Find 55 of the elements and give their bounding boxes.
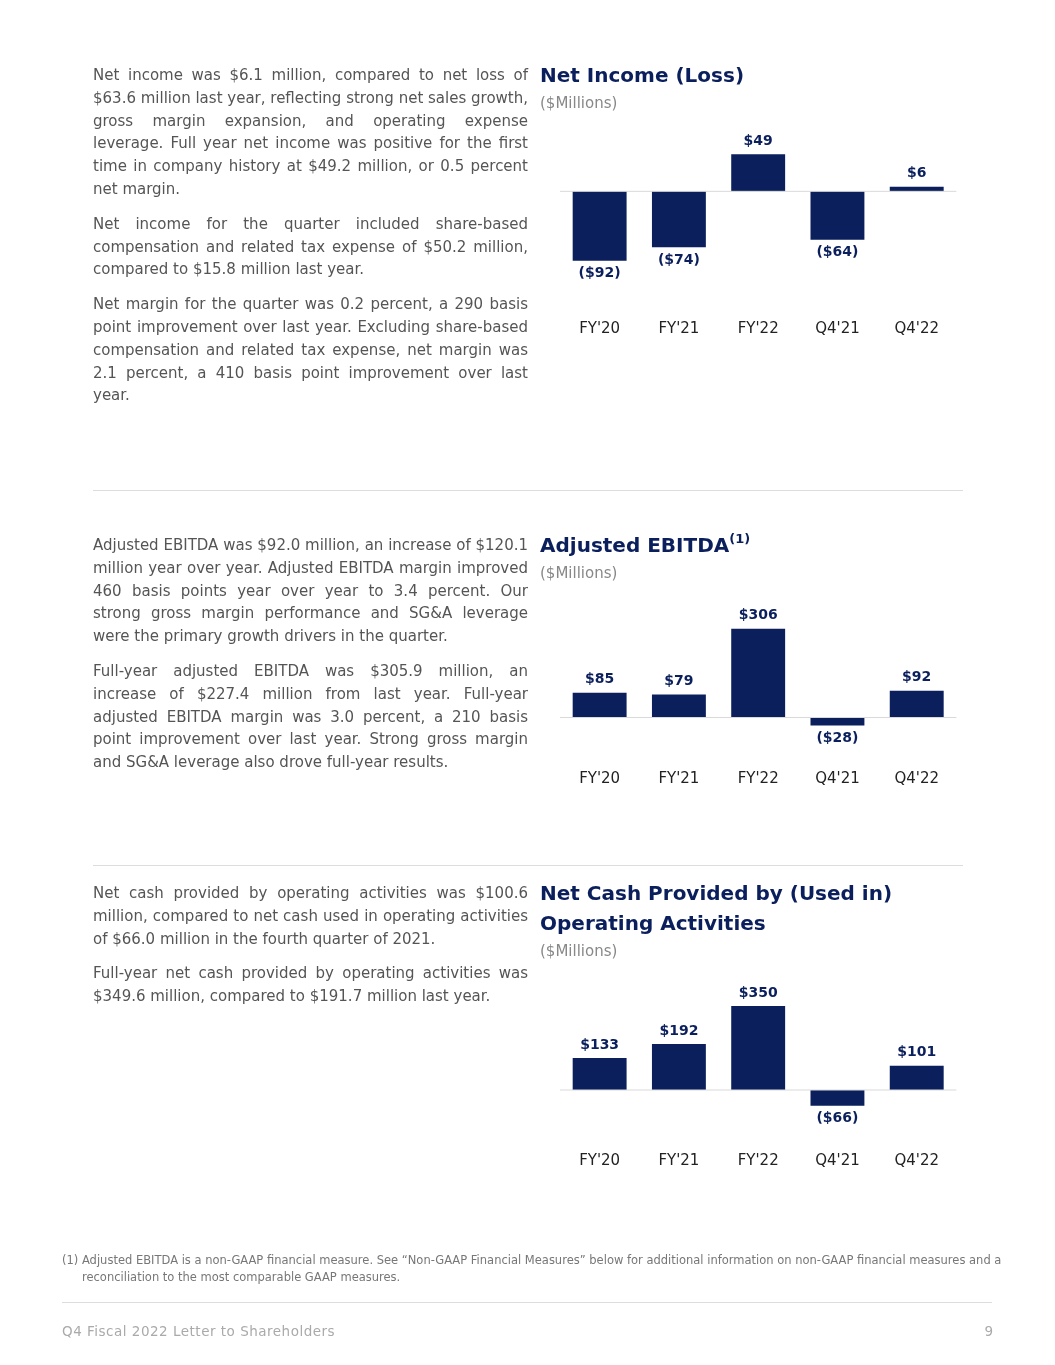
text: Net cash provided by operating activities was $100.6 million, compared to net cash used in operating activities of $66.0 million in the fourth quarter of 2021. [93,883,528,950]
bar [651,1043,706,1090]
data-label: ($64) [816,243,859,260]
bar [810,717,865,726]
chart-title: Net Cash Provided by (Used in) Operating Activities [540,881,893,935]
x-tick-label: FY'21 [658,318,700,337]
data-label: ($28) [816,729,859,746]
data-label: $306 [738,606,778,623]
chart-subtitle: ($Millions) [540,94,618,112]
bar [572,692,627,718]
x-tick-label: FY'20 [579,768,621,787]
x-tick-label: FY'21 [658,768,700,787]
text: Net margin for the quarter was 0.2 percent, a 290 basis point improvement over last year. Excluding share-based compensation and related tax expense, net margin was 2.1 percent, a 410 basis point improvement over last year. [93,294,528,407]
x-tick-label: FY'22 [737,1150,779,1169]
x-tick-label: Q4'22 [894,1150,939,1169]
text: Full-year net cash provided by operating activities was $349.6 million, compared to $191.7 million last year. [93,963,528,1008]
x-tick-label: Q4'21 [815,318,860,337]
text: Adjusted EBITDA was $92.0 million, an increase of $120.1 million year over year. Adjusted EBITDA margin improved 460 basis points year over year to 3.4 percent. Our strong gross margin performance and SG&A leverage were the primary growth drivers in the quarter. [93,535,528,648]
data-label: $49 [743,131,773,148]
chart-subtitle: ($Millions) [540,942,618,960]
data-label: $133 [580,1035,620,1052]
bar [889,690,944,718]
data-label: $192 [659,1021,699,1038]
x-tick-label: FY'20 [579,1150,621,1169]
x-tick-label: FY'22 [737,318,779,337]
data-label: $6 [906,164,927,181]
text: (1) Adjusted EBITDA is a non-GAAP financial measure. See “Non-GAAP Financial Measures” below for additional information on non-GAAP financial measures and a reconciliation to the most comparable GAAP measures. [62,1252,1003,1286]
data-label: $79 [664,672,694,689]
data-label: $85 [585,670,615,687]
bar [651,694,706,718]
x-tick-label: Q4'22 [894,768,939,787]
bar [572,1058,627,1090]
x-tick-label: Q4'21 [815,768,860,787]
data-label: ($92) [578,264,621,281]
chart-subtitle: ($Millions) [540,564,618,582]
bar [889,1065,944,1090]
data-label: $350 [738,983,778,1000]
bar [731,628,786,718]
x-tick-label: FY'22 [737,768,779,787]
bar [810,1090,865,1106]
x-tick-label: Q4'21 [815,1150,860,1169]
data-label: $92 [902,668,932,685]
chart-title: Net Income (Loss) [540,63,745,87]
text: Full-year adjusted EBITDA was $305.9 million, an increase of $227.4 million from last year. Full-year adjusted EBITDA margin was 3.0 percent, a 210 basis point improvement over last year. Strong gross margin and SG&A leverage also drove full-year results. [93,661,528,774]
x-tick-label: Q4'22 [894,318,939,337]
data-label: ($74) [657,250,700,267]
x-tick-label: FY'20 [579,318,621,337]
bar [731,1006,786,1090]
text: Q4 Fiscal 2022 Letter to Shareholders [62,1323,336,1339]
data-label: $101 [897,1043,937,1060]
text: Net income was $6.1 million, compared to net loss of $63.6 million last year, reflecting strong net sales growth, gross margin expansion, and operating expense leverage. Full year net income was positive for the first time in company history at $49.2 million, or 0.5 percent net margin. [93,65,528,200]
text: Net income for the quarter included share-based compensation and related tax expense of $50.2 million, compared to $15.8 million last year. [93,213,528,281]
text: 9 [984,1323,993,1339]
data-label: ($66) [816,1109,859,1126]
x-tick-label: FY'21 [658,1150,700,1169]
